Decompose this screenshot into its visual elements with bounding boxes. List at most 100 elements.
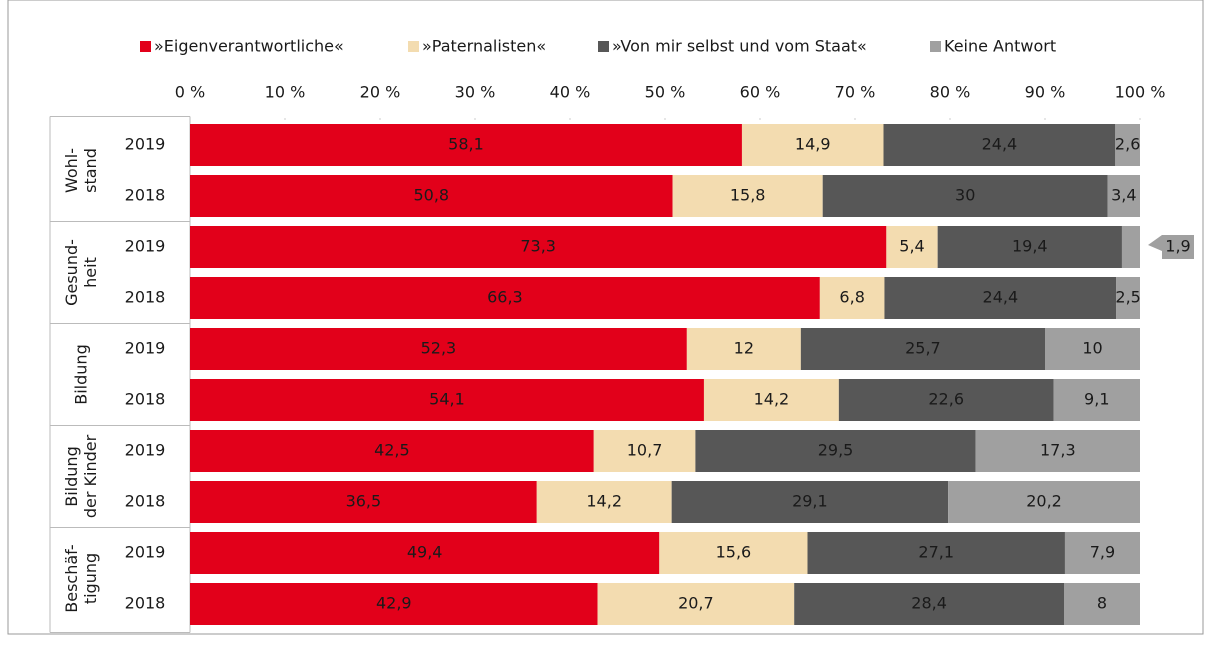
value-label: 6,8: [839, 288, 864, 307]
legend-swatch: [408, 41, 419, 52]
bar-segment: [794, 583, 1064, 625]
group-label: Wohl-stand: [62, 148, 100, 193]
bar-segment: [659, 532, 808, 574]
value-label: 2,5: [1115, 288, 1140, 307]
value-label: 24,4: [983, 288, 1019, 307]
group-label: Beschäf-tigung: [62, 544, 100, 612]
value-label: 14,2: [586, 492, 622, 511]
x-tick-label: 20 %: [360, 83, 401, 102]
legend-label: »Eigenverantwortliche«: [154, 37, 344, 56]
bar-segment: [1064, 532, 1140, 574]
value-label: 17,3: [1040, 441, 1076, 460]
y-tick-label: 2019: [125, 339, 166, 358]
value-label: 12: [734, 339, 754, 358]
y-tick-label: 2018: [125, 390, 166, 409]
bar-segment: [695, 430, 976, 472]
x-tick-label: 0 %: [175, 83, 205, 102]
value-label: 66,3: [487, 288, 523, 307]
bar-segment: [884, 277, 1117, 319]
value-label: 14,2: [754, 390, 790, 409]
bar-segment: [1045, 328, 1140, 370]
value-label: 28,4: [911, 594, 947, 613]
legend-swatch: [930, 41, 941, 52]
value-label: 30: [955, 186, 975, 205]
value-label: 42,5: [374, 441, 410, 460]
value-label: 15,6: [716, 543, 752, 562]
bar-segment: [838, 379, 1054, 421]
bar-segment: [886, 226, 938, 268]
value-label: 5,4: [899, 237, 924, 256]
value-label: 9,1: [1084, 390, 1109, 409]
bar-segment: [741, 124, 884, 166]
group-label-line: heit: [81, 257, 100, 288]
legend-label: »Paternalisten«: [422, 37, 546, 56]
value-label: 50,8: [413, 186, 449, 205]
value-label: 29,1: [792, 492, 828, 511]
y-tick-label: 2019: [125, 441, 166, 460]
value-label: 20,2: [1026, 492, 1062, 511]
group-label-line: Beschäf-: [62, 544, 81, 612]
callout: [1148, 235, 1194, 259]
bar-segment: [1107, 175, 1140, 217]
group-label-line: Bildung: [72, 344, 91, 404]
value-label: 19,4: [1012, 237, 1048, 256]
bar-segment: [190, 175, 673, 217]
group-label-line: der Kinder: [81, 434, 100, 518]
bar-segment: [686, 328, 801, 370]
value-label: 20,7: [678, 594, 714, 613]
group-label-line: Gesund-: [62, 239, 81, 306]
x-tick-label: 90 %: [1025, 83, 1066, 102]
value-label: 73,3: [520, 237, 556, 256]
bar-segment: [190, 379, 704, 421]
bar-segment: [800, 328, 1045, 370]
bar-segment: [671, 481, 949, 523]
x-tick-label: 100 %: [1115, 83, 1166, 102]
bar-segment: [948, 481, 1140, 523]
bar-segment: [975, 430, 1140, 472]
bar-segment: [190, 277, 820, 319]
bar-segment: [672, 175, 823, 217]
value-label: 15,8: [730, 186, 766, 205]
bar-segment: [593, 430, 696, 472]
value-label: 52,3: [421, 339, 457, 358]
value-label: 58,1: [448, 135, 484, 154]
bar-segment: [1064, 583, 1140, 625]
value-label: 22,6: [928, 390, 964, 409]
x-tick-label: 70 %: [835, 83, 876, 102]
value-label: 36,5: [346, 492, 382, 511]
bar-segment: [190, 583, 598, 625]
x-tick-label: 30 %: [455, 83, 496, 102]
value-label: 29,5: [818, 441, 854, 460]
value-label: 8: [1097, 594, 1107, 613]
value-label: 54,1: [429, 390, 465, 409]
y-tick-label: 2019: [125, 543, 166, 562]
value-label: 10,7: [627, 441, 663, 460]
group-label-line: tigung: [81, 553, 100, 604]
bar-segment: [536, 481, 672, 523]
x-tick-label: 10 %: [265, 83, 306, 102]
group-label-line: Wohl-: [62, 148, 81, 193]
bar-segment: [937, 226, 1122, 268]
bar-segment: [1115, 124, 1140, 166]
value-label: 7,9: [1090, 543, 1115, 562]
y-tick-label: 2019: [125, 135, 166, 154]
value-label: 1,9: [1165, 237, 1190, 256]
legend-swatch: [598, 41, 609, 52]
frame: [7, 0, 1204, 635]
y-tick-label: 2018: [125, 594, 166, 613]
bar-segment: [190, 328, 687, 370]
bar-segment: [819, 277, 885, 319]
x-tick-label: 40 %: [550, 83, 591, 102]
value-label: 42,9: [376, 594, 412, 613]
group-label-line: Bildung: [62, 446, 81, 506]
value-label: 27,1: [918, 543, 954, 562]
x-tick-label: 50 %: [645, 83, 686, 102]
group-label: Gesund-heit: [62, 239, 100, 306]
bar-segment: [190, 430, 594, 472]
bar-segment: [190, 481, 537, 523]
y-tick-label: 2018: [125, 288, 166, 307]
group-label-line: stand: [81, 148, 100, 193]
bar-segment: [822, 175, 1108, 217]
group-label: Bildung der Kinder: [62, 434, 100, 518]
